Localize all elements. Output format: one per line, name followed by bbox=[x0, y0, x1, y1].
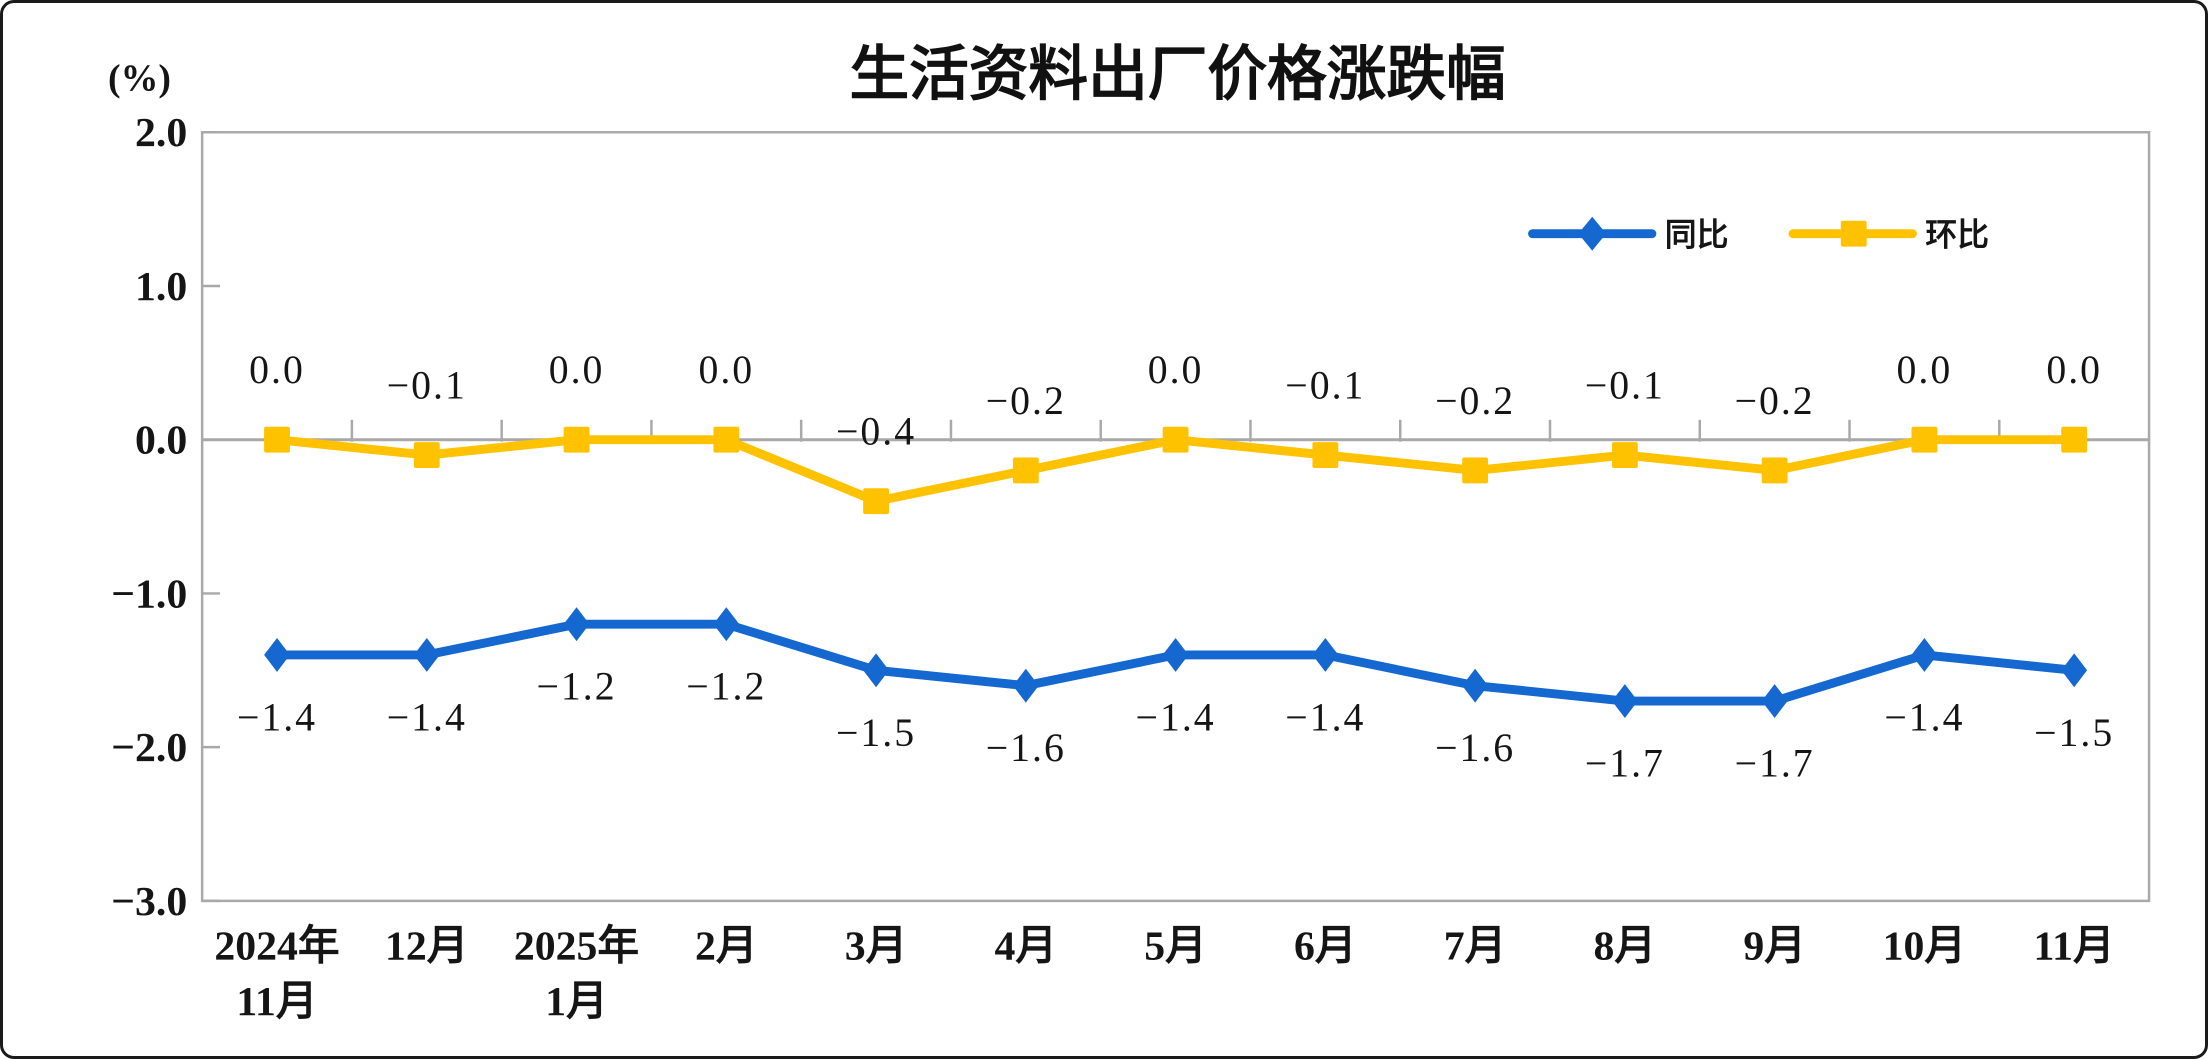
yoy-data-label: −1.5 bbox=[2034, 711, 2114, 755]
yoy-data-label: −1.4 bbox=[1884, 695, 1964, 739]
mom-square-marker-icon bbox=[264, 426, 290, 453]
x-tick-label: 4月 bbox=[995, 924, 1058, 970]
mom-square-marker-icon bbox=[1611, 442, 1638, 469]
mom-data-label: −0.1 bbox=[1585, 363, 1665, 407]
x-tick-label: 2025年 bbox=[514, 923, 639, 970]
yoy-data-label: −1.7 bbox=[1585, 742, 1665, 786]
yoy-data-label: −1.4 bbox=[387, 695, 467, 739]
yoy-diamond-marker-icon bbox=[413, 638, 440, 672]
mom-data-label: −0.4 bbox=[836, 410, 916, 454]
y-tick-label: −3.0 bbox=[111, 879, 187, 925]
yoy-diamond-marker-icon bbox=[1162, 638, 1189, 672]
x-tick-label: 12月 bbox=[385, 924, 469, 970]
x-tick-label-line2: 11月 bbox=[236, 979, 317, 1025]
mom-square-marker-icon bbox=[2061, 426, 2088, 453]
y-tick-label: 0.0 bbox=[135, 418, 187, 464]
yoy-diamond-marker-icon bbox=[1761, 684, 1788, 718]
x-tick-label: 6月 bbox=[1294, 924, 1357, 970]
mom-data-label: 0.0 bbox=[698, 348, 754, 392]
x-tick-label: 2024年 bbox=[214, 923, 339, 970]
yoy-diamond-marker-icon bbox=[713, 607, 740, 642]
mom-data-label: −0.2 bbox=[1435, 379, 1515, 423]
mom-data-label: −0.2 bbox=[986, 379, 1066, 423]
yoy-data-label: −1.2 bbox=[536, 665, 616, 709]
x-tick-label: 10月 bbox=[1883, 924, 1967, 970]
yoy-data-label: −1.4 bbox=[237, 695, 317, 739]
yoy-diamond-marker-icon bbox=[1012, 668, 1039, 703]
mom-square-marker-icon bbox=[713, 426, 740, 453]
y-tick-label: −1.0 bbox=[111, 571, 187, 617]
legend-item-mom: 环比 bbox=[1788, 217, 1989, 253]
yoy-diamond-marker-icon bbox=[1462, 668, 1489, 703]
yoy-diamond-marker-icon bbox=[1611, 684, 1638, 718]
mom-square-marker-icon bbox=[1911, 426, 1938, 453]
yoy-diamond-marker-icon bbox=[264, 638, 290, 672]
ppi-line-chart: 生活资料出厂价格涨跌幅 (%) 2.0 1.0 0.0 −1.0 −2.0 −3.0 202… bbox=[108, 40, 2151, 1025]
x-tick-label: 3月 bbox=[845, 924, 908, 970]
x-tick-label: 8月 bbox=[1594, 924, 1657, 970]
y-tick-label: 2.0 bbox=[135, 110, 187, 156]
x-tick-label: 9月 bbox=[1743, 924, 1806, 970]
yoy-data-label: −1.6 bbox=[1435, 726, 1515, 770]
mom-square-marker-icon bbox=[1840, 220, 1867, 247]
yoy-diamond-marker-icon bbox=[2061, 653, 2088, 688]
chart-title: 生活资料出厂价格涨跌幅 bbox=[849, 40, 1505, 107]
legend-item-yoy: 同比 bbox=[1528, 216, 1729, 253]
mom-data-label: 0.0 bbox=[249, 348, 305, 392]
y-axis-unit-label: (%) bbox=[108, 58, 171, 100]
y-tick-label: −2.0 bbox=[111, 725, 187, 771]
x-tick-label: 5月 bbox=[1144, 924, 1207, 970]
yoy-data-label: −1.2 bbox=[686, 665, 766, 709]
yoy-diamond-marker-icon bbox=[563, 607, 590, 642]
y-tick-label: 1.0 bbox=[135, 264, 187, 310]
mom-data-label: 0.0 bbox=[549, 348, 605, 392]
mom-data-label: 0.0 bbox=[1897, 348, 1953, 392]
mom-data-label: −0.2 bbox=[1735, 379, 1815, 423]
mom-square-marker-icon bbox=[1162, 426, 1189, 453]
legend-label-yoy: 同比 bbox=[1665, 217, 1729, 253]
mom-data-label: −0.1 bbox=[387, 363, 467, 407]
mom-square-marker-icon bbox=[1462, 457, 1489, 484]
yoy-data-label: −1.6 bbox=[986, 726, 1066, 770]
mom-square-marker-icon bbox=[1312, 442, 1339, 469]
mom-square-marker-icon bbox=[1761, 457, 1788, 484]
legend-label-mom: 环比 bbox=[1925, 217, 1989, 253]
plot-border bbox=[200, 131, 2151, 903]
mom-square-marker-icon bbox=[863, 488, 889, 515]
x-tick-label: 11月 bbox=[2034, 924, 2115, 970]
yoy-data-label: −1.4 bbox=[1285, 695, 1365, 739]
x-tick-label-line2: 1月 bbox=[545, 979, 608, 1025]
mom-square-marker-icon bbox=[1012, 457, 1039, 484]
mom-square-marker-icon bbox=[413, 442, 440, 469]
yoy-diamond-marker-icon bbox=[1578, 216, 1607, 251]
mom-square-marker-icon bbox=[563, 426, 590, 453]
chart-legend: 同比 环比 bbox=[1528, 216, 1989, 253]
x-tick-label: 7月 bbox=[1444, 924, 1507, 970]
mom-data-label: 0.0 bbox=[2046, 348, 2102, 392]
plot-area: 2.0 1.0 0.0 −1.0 −2.0 −3.0 2024年 11月 12月 2025年 1月 2… bbox=[111, 110, 2151, 1025]
x-tick-label: 2月 bbox=[695, 924, 758, 970]
mom-data-label: 0.0 bbox=[1148, 348, 1204, 392]
yoy-diamond-marker-icon bbox=[1911, 638, 1938, 672]
mom-data-label: −0.1 bbox=[1285, 363, 1365, 407]
yoy-data-label: −1.5 bbox=[836, 711, 916, 755]
yoy-diamond-marker-icon bbox=[863, 653, 889, 688]
yoy-diamond-marker-icon bbox=[1312, 638, 1339, 672]
yoy-data-label: −1.4 bbox=[1136, 695, 1216, 739]
yoy-data-label: −1.7 bbox=[1735, 742, 1815, 786]
